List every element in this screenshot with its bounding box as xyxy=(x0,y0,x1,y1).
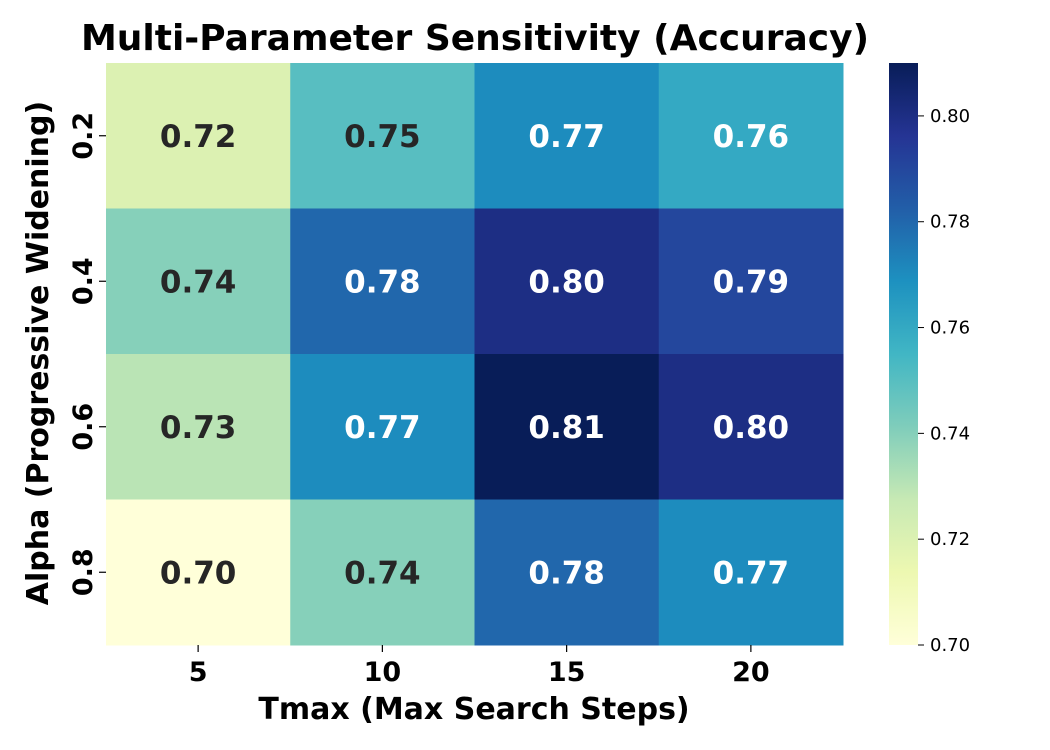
colorbar: 0.70 0.72 0.74 0.76 0.78 0.80 xyxy=(889,63,970,656)
heatmap-cell-r0-c2 xyxy=(474,63,660,209)
colorbar-tick-label-5: 0.80 xyxy=(930,106,970,127)
cell-value-label-r0-c0: 0.72 xyxy=(160,119,237,155)
heatmap-cell-r0-c0 xyxy=(106,63,291,209)
heatmap-cells xyxy=(106,63,844,646)
y-tick-label-2: 0.6 xyxy=(68,403,99,451)
heatmap-cell-r2-c2 xyxy=(474,354,660,500)
colorbar-tick-label-3: 0.76 xyxy=(930,318,970,339)
cell-value-label-r2-c3: 0.80 xyxy=(713,410,790,446)
heatmap-cell-r3-c0 xyxy=(106,499,291,646)
x-axis-label: Tmax (Max Search Steps) xyxy=(258,692,689,727)
x-axis-ticks: 5 10 15 20 xyxy=(189,645,770,688)
heatmap-cell-labels: 0.72 0.75 0.77 0.76 0.74 0.78 0.80 0.79 0.73 0.77… xyxy=(160,119,789,592)
colorbar-gradient xyxy=(889,63,918,645)
y-axis-ticks: 0.2 0.4 0.6 0.8 xyxy=(68,112,106,596)
heatmap-cell-r2-c1 xyxy=(290,354,475,500)
x-tick-label-2: 15 xyxy=(548,657,586,688)
x-tick-label-1: 10 xyxy=(364,657,402,688)
heatmap-cell-r2-c3 xyxy=(658,354,844,500)
cell-value-label-r1-c3: 0.79 xyxy=(713,264,790,300)
cell-value-label-r3-c1: 0.74 xyxy=(344,555,421,591)
colorbar-tick-label-2: 0.74 xyxy=(930,423,970,444)
colorbar-tick-label-4: 0.78 xyxy=(930,212,970,233)
heatmap-cell-r1-c0 xyxy=(106,208,291,355)
heatmap-cell-r1-c3 xyxy=(658,208,844,355)
cell-value-label-r1-c1: 0.78 xyxy=(344,264,421,300)
y-tick-label-1: 0.4 xyxy=(68,257,99,305)
colorbar-tick-label-0: 0.70 xyxy=(930,635,970,656)
heatmap-cell-r1-c2 xyxy=(474,208,660,355)
cell-value-label-r2-c0: 0.73 xyxy=(160,410,237,446)
y-axis-label: Alpha (Progressive Widening) xyxy=(21,101,56,605)
heatmap-cell-r0-c1 xyxy=(290,63,475,209)
cell-value-label-r0-c3: 0.76 xyxy=(713,119,790,155)
y-tick-label-0: 0.2 xyxy=(68,112,99,160)
cell-value-label-r2-c2: 0.81 xyxy=(528,410,605,446)
colorbar-ticks: 0.70 0.72 0.74 0.76 0.78 0.80 xyxy=(918,106,970,656)
chart-title: Multi-Parameter Sensitivity (Accuracy) xyxy=(81,18,869,59)
colorbar-tick-label-1: 0.72 xyxy=(930,529,970,550)
cell-value-label-r1-c2: 0.80 xyxy=(528,264,605,300)
heatmap-cell-r2-c0 xyxy=(106,354,291,500)
heatmap-cell-r0-c3 xyxy=(658,63,844,209)
cell-value-label-r1-c0: 0.74 xyxy=(160,264,237,300)
heatmap-cell-r3-c1 xyxy=(290,499,475,646)
cell-value-label-r0-c2: 0.77 xyxy=(528,119,605,155)
heatmap-cell-r3-c3 xyxy=(658,499,844,646)
cell-value-label-r3-c0: 0.70 xyxy=(160,555,237,591)
cell-value-label-r2-c1: 0.77 xyxy=(344,410,421,446)
x-tick-label-3: 20 xyxy=(732,657,770,688)
cell-value-label-r3-c2: 0.78 xyxy=(528,555,605,591)
cell-value-label-r0-c1: 0.75 xyxy=(344,119,421,155)
cell-value-label-r3-c3: 0.77 xyxy=(713,555,790,591)
heatmap-cell-r1-c1 xyxy=(290,208,475,355)
heatmap-cell-r3-c2 xyxy=(474,499,660,646)
y-tick-label-3: 0.8 xyxy=(68,548,99,596)
x-tick-label-0: 5 xyxy=(189,657,208,688)
